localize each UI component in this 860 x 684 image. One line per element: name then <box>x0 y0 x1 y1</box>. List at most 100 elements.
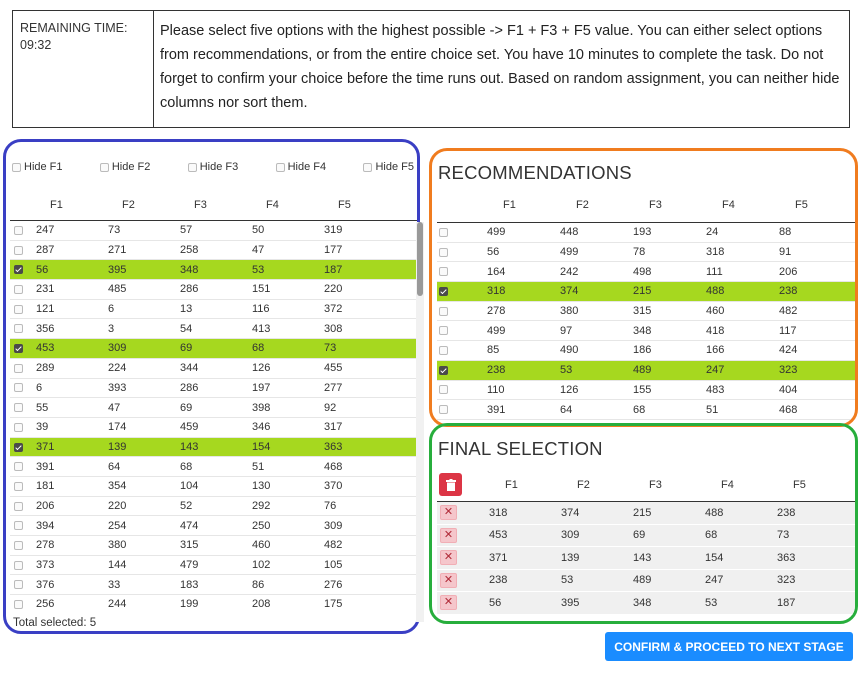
table-row[interactable]: 394 254 474 250 309 <box>10 516 417 536</box>
table-row[interactable]: 247 73 57 50 319 <box>10 221 417 241</box>
row-select-cell[interactable] <box>10 461 32 473</box>
row-select-cell[interactable] <box>437 285 463 297</box>
row-checkbox[interactable] <box>14 501 23 511</box>
row-checkbox[interactable] <box>14 422 23 432</box>
table-row[interactable]: 318 374 215 488 238 <box>437 282 855 302</box>
table-row[interactable]: 238 53 489 247 323 <box>437 360 855 381</box>
remove-row-button[interactable]: ✕ <box>440 550 457 566</box>
row-select-cell[interactable] <box>10 342 32 354</box>
table-row[interactable]: 256 244 199 208 175 <box>10 595 417 613</box>
row-checkbox[interactable] <box>14 521 23 531</box>
row-checkbox[interactable] <box>14 540 23 550</box>
row-select-cell[interactable] <box>10 402 32 414</box>
row-select-cell[interactable] <box>10 382 32 394</box>
all-options-scroll-track[interactable] <box>416 222 424 622</box>
row-select-cell[interactable] <box>10 480 32 492</box>
table-row[interactable]: 278 380 315 460 482 <box>437 302 855 322</box>
remove-row-button[interactable]: ✕ <box>440 595 457 611</box>
clear-selection-button[interactable] <box>439 473 462 496</box>
table-row[interactable]: 499 97 348 418 117 <box>437 321 855 342</box>
hide-f5-toggle[interactable]: Hide F5 <box>363 161 414 173</box>
all-options-scrollbar[interactable] <box>417 222 423 296</box>
row-checkbox[interactable] <box>439 287 448 296</box>
row-select-cell[interactable] <box>437 246 463 258</box>
remove-row-button[interactable]: ✕ <box>440 527 457 543</box>
row-checkbox[interactable] <box>14 560 23 570</box>
row-select-cell[interactable] <box>10 303 32 315</box>
row-select-cell[interactable] <box>437 404 463 416</box>
table-row[interactable]: 289 224 344 126 455 <box>10 359 417 379</box>
row-select-cell[interactable] <box>10 500 32 512</box>
row-checkbox[interactable] <box>14 265 23 275</box>
row-checkbox[interactable] <box>439 365 448 375</box>
row-checkbox[interactable] <box>439 247 448 257</box>
row-checkbox[interactable] <box>14 600 23 609</box>
row-select-cell[interactable] <box>437 325 463 337</box>
row-select-cell[interactable] <box>10 244 32 256</box>
table-row[interactable]: 287 271 258 47 177 <box>10 241 417 261</box>
row-select-cell[interactable] <box>10 362 32 374</box>
row-select-cell[interactable] <box>10 520 32 532</box>
row-checkbox[interactable] <box>14 285 23 294</box>
row-select-cell[interactable] <box>437 344 463 356</box>
table-row[interactable]: 39 174 459 346 317 <box>10 418 417 438</box>
table-row[interactable]: 278 380 315 460 482 <box>10 536 417 556</box>
row-select-cell[interactable] <box>437 305 463 317</box>
row-checkbox[interactable] <box>14 225 23 235</box>
row-select-cell[interactable] <box>10 579 32 591</box>
table-row[interactable]: 499 448 193 24 88 <box>437 223 855 243</box>
row-select-cell[interactable] <box>10 283 32 295</box>
row-select-cell[interactable] <box>437 266 463 278</box>
table-row[interactable]: 373 144 479 102 105 <box>10 556 417 576</box>
row-checkbox[interactable] <box>14 403 23 413</box>
hide-f3-toggle[interactable]: Hide F3 <box>187 161 238 173</box>
row-checkbox[interactable] <box>14 344 23 354</box>
table-row[interactable]: 453 309 69 68 73 <box>10 339 417 359</box>
row-checkbox[interactable] <box>439 306 448 316</box>
table-row[interactable]: 231 485 286 151 220 <box>10 280 417 300</box>
row-select-cell[interactable] <box>10 559 32 571</box>
row-select-cell[interactable] <box>10 224 32 236</box>
table-row[interactable]: 181 354 104 130 370 <box>10 477 417 497</box>
row-checkbox[interactable] <box>14 442 23 452</box>
hide-f1-checkbox[interactable] <box>12 162 21 172</box>
row-checkbox[interactable] <box>439 346 448 356</box>
row-select-cell[interactable] <box>10 598 32 610</box>
row-checkbox[interactable] <box>14 580 23 590</box>
hide-f2-checkbox[interactable] <box>99 162 109 172</box>
table-row[interactable]: 121 6 13 116 372 <box>10 300 417 320</box>
recommendations-body[interactable]: 499 448 193 24 88 56 499 78 318 91 164 242 498 111 206… <box>437 223 855 420</box>
table-row[interactable]: 164 242 498 111 206 <box>437 262 855 283</box>
row-checkbox[interactable] <box>439 267 448 277</box>
row-checkbox[interactable] <box>14 481 23 491</box>
row-select-cell[interactable] <box>10 323 32 335</box>
all-options-body[interactable]: 247 73 57 50 319 287 271 258 47 177 56 395 348 53 187 2… <box>10 221 417 613</box>
table-row[interactable]: 6 393 286 197 277 <box>10 379 417 399</box>
row-select-cell[interactable] <box>10 264 32 276</box>
table-row[interactable]: 85 490 186 166 424 <box>437 341 855 361</box>
row-select-cell[interactable] <box>437 226 463 238</box>
row-checkbox[interactable] <box>439 405 448 415</box>
remove-row-button[interactable]: ✕ <box>440 505 457 521</box>
row-checkbox[interactable] <box>14 304 23 314</box>
hide-f2-toggle[interactable]: Hide F2 <box>99 161 150 173</box>
row-select-cell[interactable] <box>10 539 32 551</box>
row-checkbox[interactable] <box>14 363 23 373</box>
row-select-cell[interactable] <box>437 384 463 396</box>
hide-f1-toggle[interactable]: Hide F1 <box>12 161 63 173</box>
row-checkbox[interactable] <box>439 227 448 237</box>
hide-f4-toggle[interactable]: Hide F4 <box>275 161 326 173</box>
table-row[interactable]: 110 126 155 483 404 <box>437 381 855 401</box>
table-row[interactable]: 56 499 78 318 91 <box>437 243 855 263</box>
row-select-cell[interactable] <box>10 441 32 453</box>
hide-f4-checkbox[interactable] <box>275 162 285 172</box>
row-checkbox[interactable] <box>439 326 448 336</box>
table-row[interactable]: 376 33 183 86 276 <box>10 575 417 596</box>
hide-f3-checkbox[interactable] <box>187 162 197 172</box>
table-row[interactable]: 391 64 68 51 468 <box>437 400 855 420</box>
table-row[interactable]: 371 139 143 154 363 <box>10 437 417 458</box>
remove-row-button[interactable]: ✕ <box>440 572 457 588</box>
confirm-proceed-button[interactable]: CONFIRM & PROCEED TO NEXT STAGE <box>605 632 853 661</box>
row-select-cell[interactable] <box>10 421 32 433</box>
table-row[interactable]: 55 47 69 398 92 <box>10 398 417 418</box>
